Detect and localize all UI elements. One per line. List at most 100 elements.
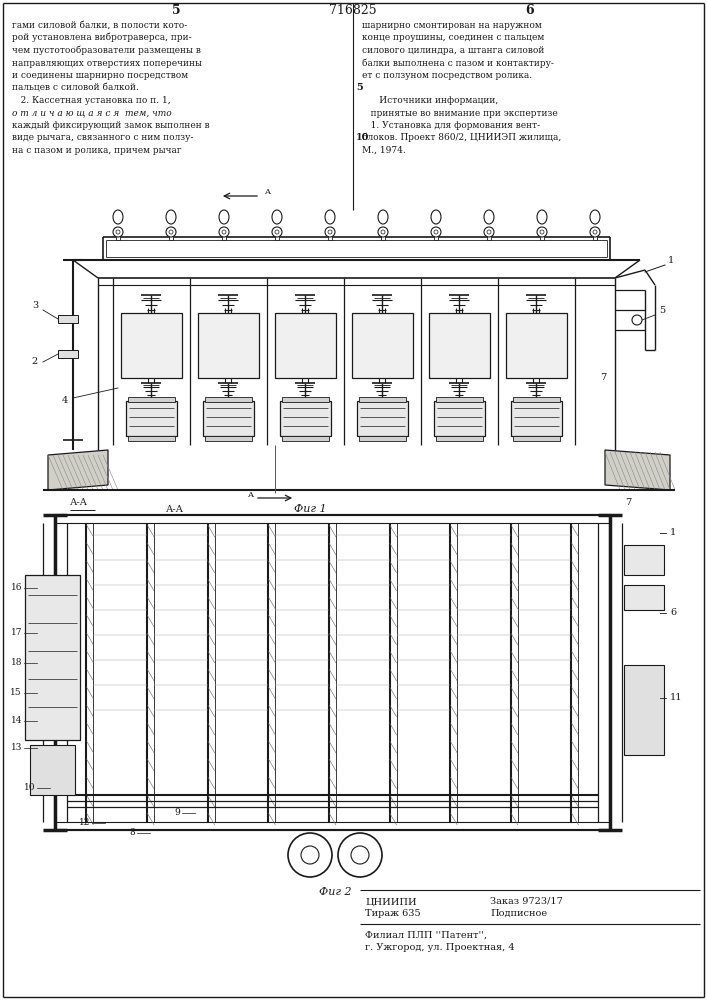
Text: 2: 2	[32, 357, 38, 366]
Circle shape	[301, 846, 319, 864]
Circle shape	[590, 227, 600, 237]
Text: 14: 14	[11, 716, 22, 725]
Bar	[436, 436, 482, 441]
Text: 6: 6	[670, 608, 676, 617]
Bar	[428, 313, 490, 378]
Text: 8: 8	[129, 828, 135, 837]
Bar	[436, 397, 482, 402]
Bar	[434, 235, 438, 240]
Text: шарнирно смонтирован на наружном: шарнирно смонтирован на наружном	[362, 21, 542, 30]
Text: 10: 10	[23, 783, 35, 792]
Bar	[30, 745, 75, 795]
Circle shape	[43, 596, 61, 614]
Text: 11: 11	[670, 693, 682, 702]
Text: на с пазом и ролика, причем рычаг: на с пазом и ролика, причем рычаг	[12, 146, 182, 155]
Text: 1: 1	[668, 256, 674, 265]
Circle shape	[434, 230, 438, 234]
Bar	[206, 436, 252, 441]
Bar	[275, 313, 337, 378]
Bar	[129, 397, 175, 402]
Ellipse shape	[166, 210, 176, 224]
Circle shape	[169, 230, 173, 234]
Text: М., 1974.: М., 1974.	[362, 146, 406, 155]
Ellipse shape	[272, 210, 282, 224]
Text: 12: 12	[78, 818, 90, 827]
Bar	[58, 315, 78, 323]
Text: А-А: А-А	[70, 498, 88, 507]
Bar	[116, 235, 120, 240]
Bar	[351, 313, 414, 378]
Circle shape	[338, 833, 382, 877]
Bar	[281, 401, 331, 436]
Text: A: A	[247, 491, 253, 499]
Text: пальцев с силовой балкой.: пальцев с силовой балкой.	[12, 84, 139, 93]
Bar	[487, 235, 491, 240]
Polygon shape	[48, 450, 108, 490]
Text: 10: 10	[356, 133, 370, 142]
Ellipse shape	[113, 210, 123, 224]
Bar	[55, 515, 610, 830]
Circle shape	[288, 833, 332, 877]
Text: 6: 6	[526, 4, 534, 17]
Bar	[198, 313, 259, 378]
Text: блоков. Проект 860/2, ЦНИИЭП жилища,: блоков. Проект 860/2, ЦНИИЭП жилища,	[362, 133, 561, 142]
Bar	[121, 313, 182, 378]
Bar	[222, 235, 226, 240]
Bar	[283, 436, 329, 441]
Text: и соединены шарнирно посредством: и соединены шарнирно посредством	[12, 71, 188, 80]
Text: 9: 9	[174, 808, 180, 817]
Bar	[513, 397, 559, 402]
Text: ЦНИИПИ: ЦНИИПИ	[365, 897, 416, 906]
Bar	[129, 436, 175, 441]
Ellipse shape	[484, 210, 494, 224]
Circle shape	[166, 227, 176, 237]
Text: 1. Установка для формования вент-: 1. Установка для формования вент-	[362, 121, 540, 130]
Ellipse shape	[431, 210, 441, 224]
Circle shape	[487, 230, 491, 234]
Circle shape	[116, 230, 120, 234]
Ellipse shape	[590, 210, 600, 224]
Bar	[358, 401, 407, 436]
Bar	[359, 397, 406, 402]
Text: ет с ползуном посредством ролика.: ет с ползуном посредством ролика.	[362, 71, 532, 80]
Bar	[206, 397, 252, 402]
Circle shape	[540, 230, 544, 234]
Bar	[624, 585, 664, 610]
Bar	[58, 350, 78, 358]
Bar	[540, 235, 544, 240]
Circle shape	[378, 227, 388, 237]
Text: балки выполнена с пазом и контактиру-: балки выполнена с пазом и контактиру-	[362, 58, 554, 68]
Ellipse shape	[378, 210, 388, 224]
Text: 5: 5	[172, 4, 180, 17]
Circle shape	[381, 230, 385, 234]
Circle shape	[484, 227, 494, 237]
Text: 7: 7	[600, 373, 606, 382]
Bar	[204, 401, 254, 436]
Text: гами силовой балки, в полости кото-: гами силовой балки, в полости кото-	[12, 21, 187, 30]
Bar	[359, 436, 406, 441]
Circle shape	[632, 315, 642, 325]
Circle shape	[328, 230, 332, 234]
Text: чем пустотообразователи размещены в: чем пустотообразователи размещены в	[12, 45, 201, 55]
Text: 15: 15	[11, 688, 22, 697]
Text: конце проушины, соединен с пальцем: конце проушины, соединен с пальцем	[362, 33, 544, 42]
Bar	[624, 545, 664, 575]
Text: 7: 7	[625, 498, 631, 507]
Text: направляющих отверстиях поперечины: направляющих отверстиях поперечины	[12, 58, 202, 68]
Text: 18: 18	[11, 658, 22, 667]
Circle shape	[351, 846, 369, 864]
Text: рой установлена вибротраверса, при-: рой установлена вибротраверса, при-	[12, 33, 192, 42]
Bar	[283, 397, 329, 402]
Text: 3: 3	[32, 301, 38, 310]
Text: А-А: А-А	[166, 505, 184, 514]
Text: Заказ 9723/17: Заказ 9723/17	[490, 897, 563, 906]
Bar	[513, 436, 559, 441]
Circle shape	[275, 230, 279, 234]
Bar	[511, 401, 561, 436]
Text: каждый фиксирующий замок выполнен в: каждый фиксирующий замок выполнен в	[12, 121, 209, 130]
Bar	[127, 401, 177, 436]
Circle shape	[113, 227, 123, 237]
Circle shape	[325, 227, 335, 237]
Text: 13: 13	[11, 743, 22, 752]
Bar	[593, 235, 597, 240]
